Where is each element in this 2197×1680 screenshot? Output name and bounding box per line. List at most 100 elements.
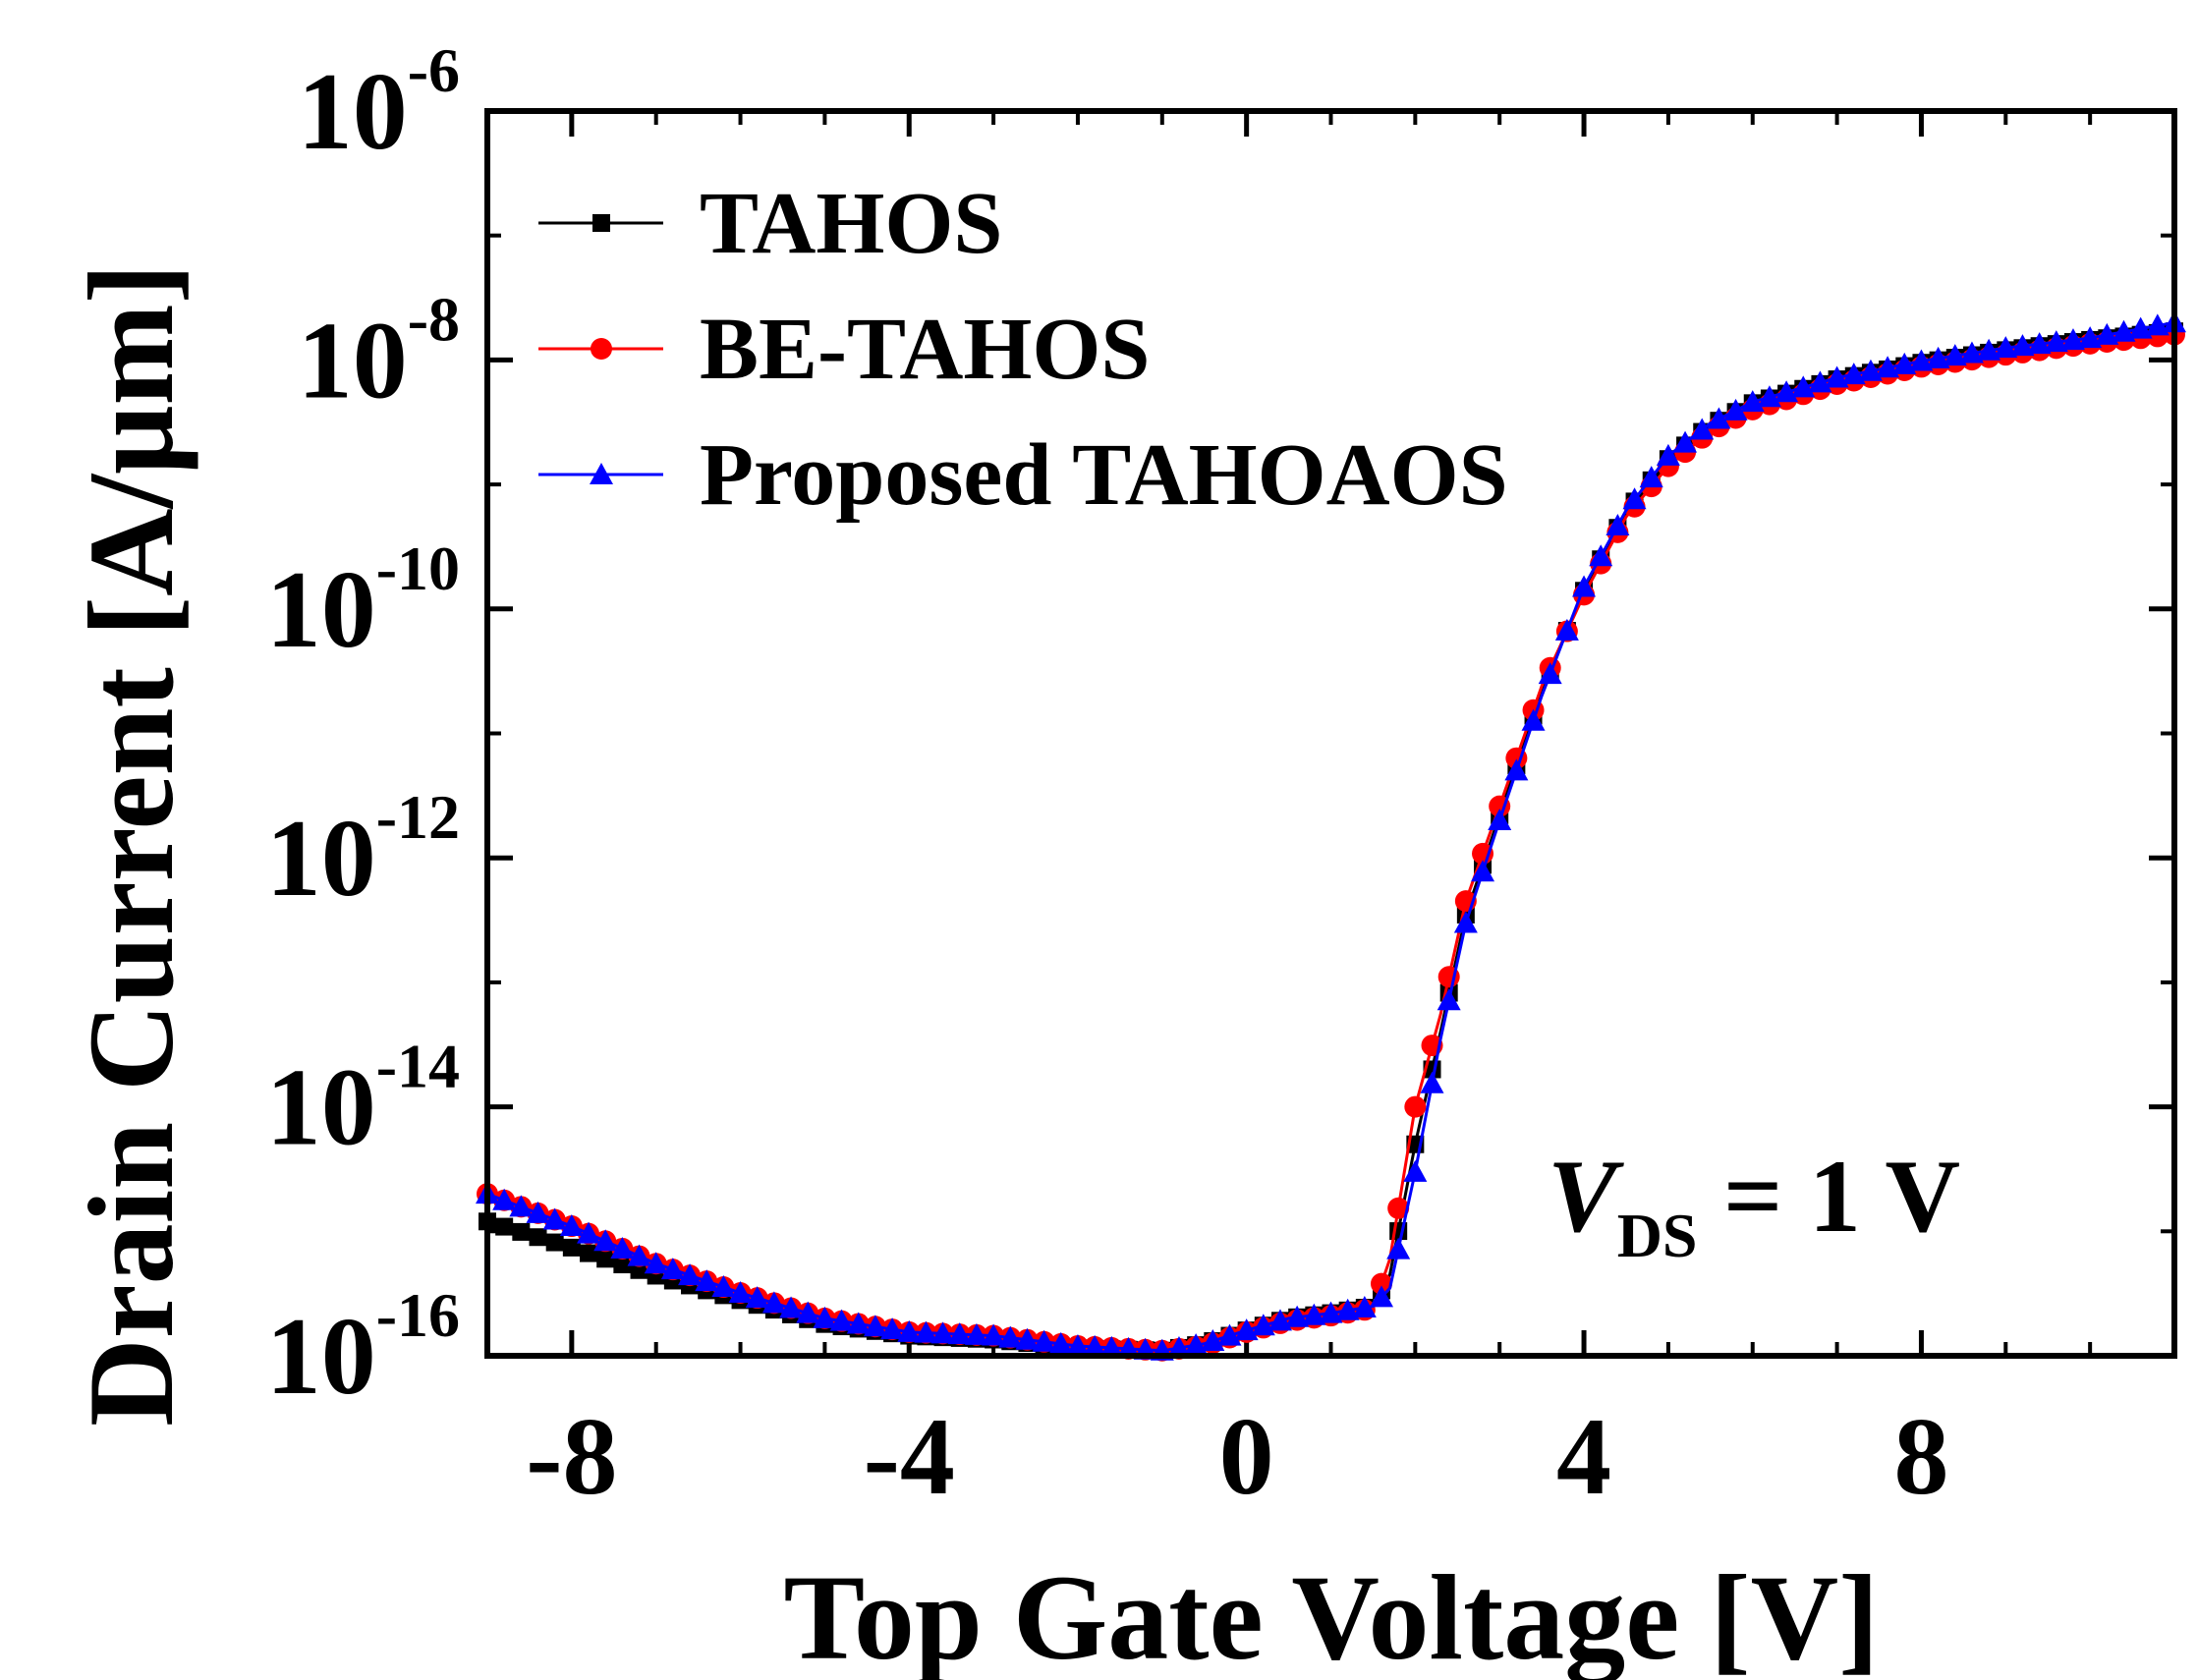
data-point-triangle [1352, 1295, 1377, 1317]
data-point-triangle [930, 1321, 955, 1344]
plot-frame [484, 108, 2177, 1359]
x-tick-label: 0 [1219, 1396, 1274, 1518]
legend-label: Proposed TAHOAOS [700, 426, 1508, 524]
data-point-triangle [1436, 988, 1461, 1011]
data-point-triangle [897, 1319, 922, 1342]
vds-annotation: VDS = 1 V [1548, 1139, 1960, 1270]
data-point-square [596, 1250, 615, 1268]
data-point-triangle [1707, 407, 1731, 429]
data-point-triangle [492, 1188, 517, 1210]
data-point-triangle [695, 1269, 719, 1292]
data-point-triangle [947, 1322, 972, 1345]
data-point-triangle [1977, 338, 2001, 361]
data-point-triangle [1892, 352, 1917, 374]
data-point-triangle [1335, 1298, 1360, 1320]
y-tick-exponent: -8 [408, 284, 460, 354]
data-point-triangle [2078, 326, 2103, 349]
data-point-triangle [914, 1320, 938, 1343]
data-point-triangle [1471, 860, 1495, 882]
x-tick-label: -4 [864, 1396, 955, 1518]
data-point-triangle [1825, 365, 1849, 388]
data-point-triangle [1673, 430, 1698, 453]
data-point-triangle [1048, 1331, 1073, 1354]
data-point-triangle [2010, 334, 2035, 357]
y-tick-label: 10-14 [266, 1032, 460, 1169]
data-point-triangle [1065, 1333, 1090, 1356]
data-point-triangle [829, 1309, 854, 1331]
data-point-triangle [1083, 1334, 1107, 1357]
y-tick-base: 10 [266, 1047, 376, 1169]
legend: TAHOS BE-TAHOS Proposed TAHOAOS [538, 175, 1508, 524]
data-point-circle [1404, 1095, 1427, 1118]
data-point-triangle [1994, 336, 2018, 359]
data-point-triangle [2112, 319, 2136, 342]
data-point-triangle [1876, 356, 1900, 378]
series-layer [476, 310, 2186, 1362]
data-point-triangle [1504, 758, 1529, 781]
data-point-triangle [627, 1244, 651, 1266]
data-point-triangle [1420, 1071, 1444, 1093]
y-tick-exponent: -6 [408, 35, 460, 105]
data-point-triangle [1606, 514, 1630, 536]
y-tick-base: 10 [266, 798, 376, 920]
data-point-triangle [846, 1312, 871, 1334]
data-point-triangle [1521, 708, 1546, 731]
data-point-square [580, 1244, 598, 1262]
data-point-triangle [678, 1263, 703, 1286]
y-tick-label: 10-6 [298, 35, 460, 173]
y-tick-base: 10 [298, 300, 408, 421]
data-point-triangle [880, 1317, 905, 1340]
vds-symbol: V [1548, 1139, 1624, 1254]
y-tick-label: 10-8 [298, 284, 460, 421]
data-point-triangle [610, 1236, 635, 1259]
data-point-triangle [711, 1275, 736, 1298]
x-tick-label: -8 [526, 1396, 617, 1518]
x-axis-title: Top Gate Voltage [V] [784, 1550, 1880, 1680]
data-point-square [529, 1228, 547, 1247]
data-point-triangle [526, 1201, 550, 1223]
y-tick-label: 10-10 [266, 533, 460, 671]
y-tick-exponent: -16 [376, 1280, 460, 1350]
data-point-triangle [1656, 443, 1680, 466]
x-tick-label: 4 [1556, 1396, 1611, 1518]
data-point-triangle [1639, 466, 1663, 488]
data-point-triangle [1285, 1305, 1310, 1327]
legend-label: TAHOS [700, 175, 1002, 272]
data-point-triangle [542, 1207, 567, 1230]
data-point-triangle [964, 1322, 988, 1345]
data-point-triangle [559, 1214, 584, 1237]
data-point-triangle [982, 1323, 1006, 1346]
data-point-triangle [863, 1315, 887, 1337]
data-point-triangle [1841, 363, 1866, 385]
data-point-triangle [1302, 1303, 1326, 1325]
data-point-triangle [1403, 1159, 1428, 1182]
data-point-triangle [761, 1291, 786, 1314]
data-point-triangle [577, 1221, 601, 1244]
data-point-triangle [644, 1252, 668, 1274]
data-point-triangle [1554, 618, 1579, 641]
data-point-triangle [660, 1258, 685, 1280]
data-point-square [495, 1217, 514, 1236]
data-point-triangle [745, 1286, 769, 1309]
data-point-circle [1387, 1197, 1410, 1219]
data-point-triangle [2027, 332, 2052, 355]
data-point-triangle [1099, 1335, 1124, 1358]
data-point-triangle [1268, 1309, 1292, 1331]
data-point-triangle [1959, 341, 1984, 364]
y-tick-label: 10-16 [266, 1280, 460, 1418]
vds-value: = 1 V [1698, 1139, 1961, 1254]
data-point-square [545, 1233, 564, 1252]
data-point-triangle [590, 463, 613, 484]
data-point-triangle [1622, 487, 1647, 510]
data-point-triangle [1943, 344, 1967, 366]
data-point-triangle [2060, 328, 2085, 351]
data-point-triangle [1453, 911, 1478, 933]
x-tick-label: 8 [1893, 1396, 1948, 1518]
y-tick-base: 10 [298, 51, 408, 173]
data-point-triangle [779, 1296, 804, 1318]
y-tick-exponent: -10 [376, 533, 460, 603]
y-tick-base: 10 [266, 549, 376, 671]
vds-subscript: DS [1617, 1201, 1698, 1270]
